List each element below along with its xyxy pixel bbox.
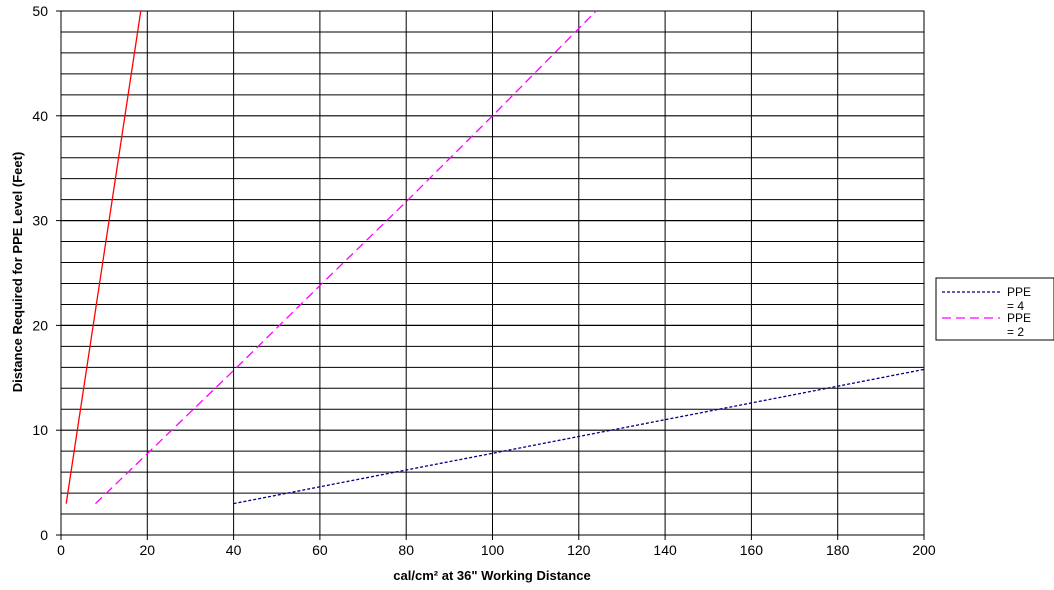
y-tick-label: 20	[32, 317, 48, 333]
x-tick-label: 200	[912, 542, 936, 558]
x-axis-title: cal/cm² at 36" Working Distance	[393, 568, 590, 583]
x-tick-label: 80	[398, 542, 414, 558]
series-line-ppe-4	[233, 368, 925, 505]
legend: PPE = 4 PPE = 2	[935, 277, 1054, 341]
y-axis-title: Distance Required for PPE Level (Feet)	[10, 152, 25, 393]
x-tick-label: 20	[140, 542, 156, 558]
x-tick-label: 40	[226, 542, 242, 558]
x-tick-label: 140	[653, 542, 677, 558]
legend-label-ppe-2-line1: PPE	[1007, 311, 1031, 325]
x-tick-label: 60	[312, 542, 328, 558]
legend-item-ppe-4: PPE = 4	[942, 285, 1031, 313]
x-tick-label: 100	[481, 542, 505, 558]
y-tick-label: 50	[32, 3, 48, 19]
y-tick-label: 0	[40, 527, 48, 543]
x-tick-label: 180	[826, 542, 850, 558]
series-line-0	[65, 10, 142, 504]
x-tick-label: 160	[740, 542, 764, 558]
legend-label-ppe-4-line2: = 4	[1007, 299, 1024, 313]
x-tick-label: 120	[567, 542, 591, 558]
legend-box	[935, 277, 1054, 341]
y-tick-label: 10	[32, 422, 48, 438]
x-tick-label: 0	[57, 542, 65, 558]
grid	[61, 11, 924, 535]
series-line-ppe-2	[95, 10, 597, 505]
y-tick-label: 40	[32, 108, 48, 124]
legend-label-ppe-2-line2: = 2	[1007, 325, 1024, 339]
y-tick-label: 30	[32, 213, 48, 229]
legend-item-ppe-2: PPE = 2	[942, 311, 1031, 339]
legend-label-ppe-4-line1: PPE	[1007, 285, 1031, 299]
axis-ticks: 0 20 40 60 80 100 120 140 160 180 200 0 10 20 30 40 50	[32, 3, 935, 558]
series-group	[65, 10, 925, 505]
